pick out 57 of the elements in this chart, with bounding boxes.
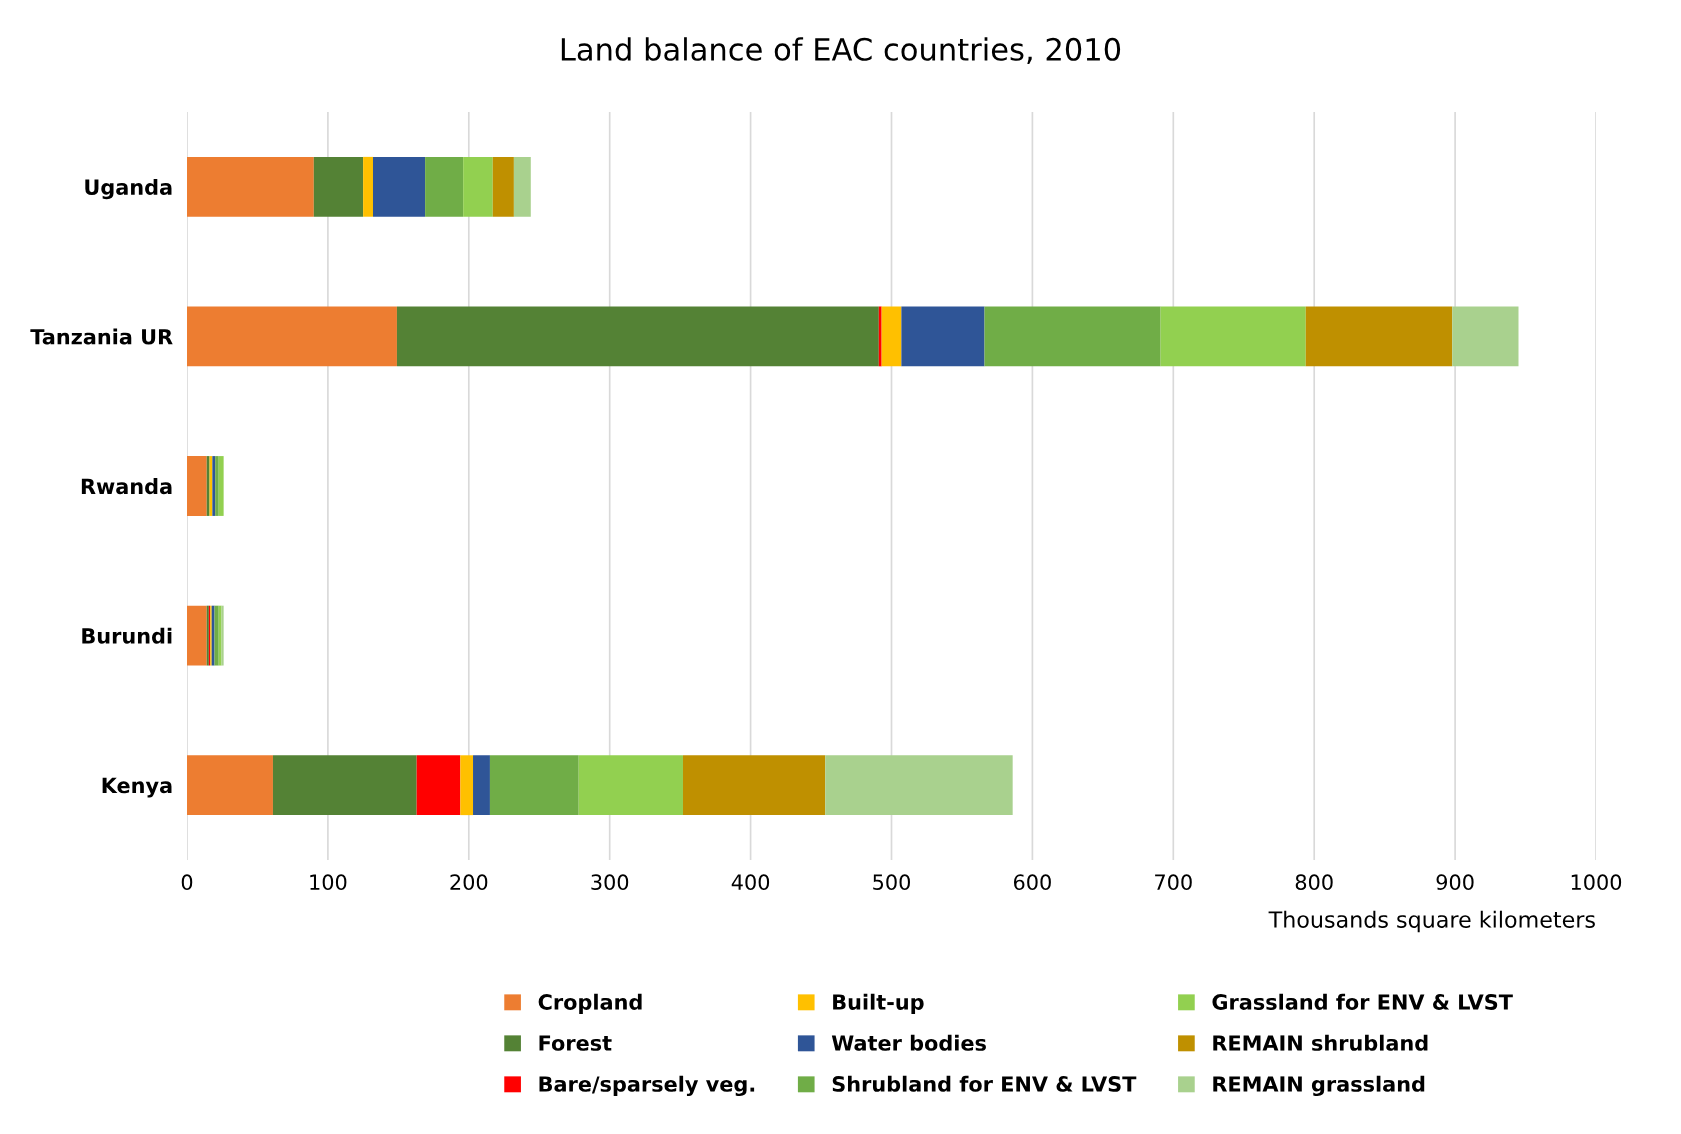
bar <box>473 755 490 816</box>
x-tick-label: 700 <box>1155 874 1192 891</box>
y-tick-label: Burundi <box>82 627 172 644</box>
legend-label: Cropland <box>538 993 642 1014</box>
bar <box>218 456 224 516</box>
legend-label: Shrubland for ENV & LVST <box>832 1075 1137 1092</box>
bar <box>682 755 826 816</box>
x-tick-label: 300 <box>591 874 629 891</box>
bar <box>187 605 207 666</box>
bar <box>901 306 985 367</box>
bar <box>1305 306 1453 367</box>
bar <box>1452 306 1519 367</box>
bar <box>272 755 417 816</box>
x-tick-label: 500 <box>873 874 910 891</box>
y-tick-label: Uganda <box>85 178 172 200</box>
bar <box>313 156 364 217</box>
bar <box>363 156 373 217</box>
x-tick-label: 400 <box>731 874 770 891</box>
bar <box>1160 306 1306 367</box>
x-tick-label: 1000 <box>1571 874 1622 891</box>
legend-label: Forest <box>539 1035 612 1051</box>
bar <box>492 156 514 217</box>
x-tick-label: 100 <box>310 874 347 891</box>
y-tick-label: Kenya <box>102 777 172 798</box>
bar <box>878 306 882 367</box>
y-tick-label: Tanzania UR <box>30 328 173 345</box>
bar <box>416 755 461 816</box>
bar <box>513 156 531 217</box>
bar <box>489 755 579 816</box>
bar <box>187 306 397 367</box>
x-tick-label: 200 <box>450 874 488 891</box>
bar <box>187 456 207 516</box>
chart-title: Land balance of EAC countries, 2010 <box>561 37 1121 64</box>
x-tick-label: 600 <box>1013 874 1051 891</box>
legend-label: Bare/sparsely veg. <box>539 1075 755 1097</box>
bar <box>578 755 683 816</box>
x-tick-label: 0 <box>181 874 193 891</box>
legend-label: REMAIN shrubland <box>1213 1034 1428 1051</box>
bar <box>463 156 493 217</box>
bar <box>187 755 273 816</box>
bar <box>214 605 219 666</box>
bar <box>425 156 464 217</box>
bar <box>881 306 902 367</box>
x-tick-label: 900 <box>1436 874 1474 891</box>
bar <box>372 156 426 217</box>
bar <box>825 755 1013 816</box>
legend-label: REMAIN grassland <box>1213 1075 1425 1097</box>
legend-label: Built-up <box>833 993 924 1014</box>
y-tick-label: Rwanda <box>81 478 172 495</box>
legend-label: Water bodies <box>831 1034 986 1051</box>
x-axis-title: Thousands square kilometers <box>1268 910 1595 933</box>
bar <box>187 156 314 217</box>
x-tick-label: 800 <box>1295 874 1333 891</box>
bar <box>460 755 474 816</box>
bar <box>984 306 1161 367</box>
legend-label: Grassland for ENV & LVST <box>1212 993 1513 1010</box>
bar <box>396 306 879 367</box>
